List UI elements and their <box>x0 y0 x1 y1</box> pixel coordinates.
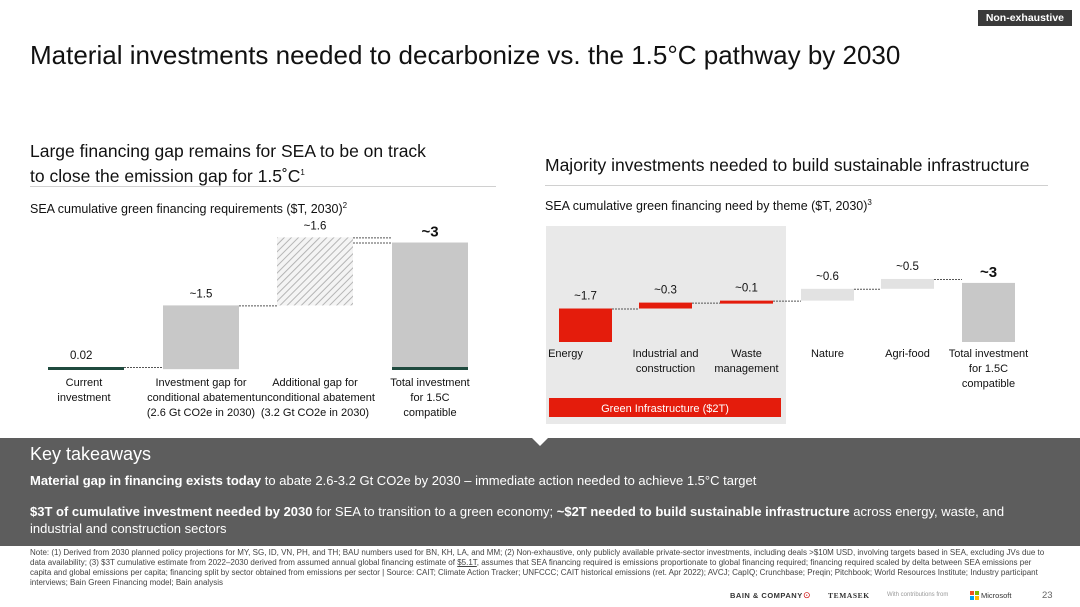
left-category-label-3-2: compatible <box>403 407 456 419</box>
infra-bracket-label: Green Infrastructure ($2T) <box>601 403 729 415</box>
left-category-label-0-1: investment <box>57 392 110 404</box>
right-divider <box>545 185 1048 186</box>
takeaway-1-rest: to abate 2.6-3.2 Gt CO2e by 2030 – immed… <box>261 473 757 488</box>
right-bar-2 <box>720 300 773 304</box>
left-category-label-1-1: conditional abatement <box>147 392 255 404</box>
left-caption-footnote: 2 <box>342 201 348 210</box>
microsoft-logo: Microsoft <box>981 591 1012 600</box>
right-category-label-2-1: management <box>714 363 778 375</box>
left-category-label-3-1: for 1.5C <box>410 392 449 404</box>
right-data-label-0: ~1.7 <box>574 291 597 303</box>
key-takeaways-panel: Key takeaways Material gap in financing … <box>0 438 1080 546</box>
left-category-label-3-0: Total investment <box>390 377 469 389</box>
left-data-label-1: ~1.5 <box>190 288 213 300</box>
right-subtitle: Majority investments needed to build sus… <box>545 155 1030 175</box>
left-subtitle-footnote: 1 <box>300 168 305 177</box>
left-subtitle: Large financing gap remains for SEA to b… <box>30 140 470 187</box>
left-bar-2 <box>277 237 353 306</box>
right-category-label-3-0: Nature <box>811 348 844 360</box>
right-data-label-4: ~0.5 <box>896 261 919 273</box>
left-divider <box>30 186 496 187</box>
left-caption-text: SEA cumulative green financing requireme… <box>30 202 343 217</box>
temasek-logo: TEMASEK <box>828 591 870 600</box>
right-category-label-1-0: Industrial and <box>632 348 698 360</box>
left-data-label-2: ~1.6 <box>304 220 327 232</box>
left-category-label-1-2: (2.6 Gt CO2e in 2030) <box>147 407 255 419</box>
right-data-label-2: ~0.1 <box>735 283 758 295</box>
page-number: 23 <box>1042 590 1053 601</box>
left-bar-1 <box>163 305 239 370</box>
right-category-label-5-2: compatible <box>962 378 1015 390</box>
right-bar-4 <box>881 278 934 289</box>
right-category-label-5-0: Total investment <box>949 348 1028 360</box>
left-category-label-1-0: Investment gap for <box>155 377 246 389</box>
microsoft-icon <box>970 591 979 602</box>
left-bar-3 <box>392 242 468 370</box>
footnote-part2: , assumes that SEA financing required is… <box>30 558 1038 587</box>
bain-mark-icon: ⊙ <box>803 590 811 600</box>
right-bar-0 <box>559 308 612 342</box>
panel-pointer <box>532 438 548 446</box>
left-category-label-2-0: Additional gap for <box>272 377 358 389</box>
contributions-text: With contributions from <box>887 592 949 598</box>
right-bar-1 <box>639 302 692 309</box>
right-bar-5 <box>962 282 1015 342</box>
right-caption-text: SEA cumulative green financing need by t… <box>545 199 868 214</box>
footnote-link[interactable]: $5.1T <box>457 558 477 567</box>
left-category-label-2-2: (3.2 Gt CO2e in 2030) <box>261 407 369 419</box>
right-category-label-4-0: Agri-food <box>885 348 930 360</box>
infra-bracket-bar <box>549 398 781 417</box>
footnote-part1: Note: (1) Derived from 2030 planned poli… <box>30 548 1045 567</box>
takeaway-2: $3T of cumulative investment needed by 2… <box>30 503 1040 537</box>
right-category-label-2-0: Waste <box>731 348 762 360</box>
left-subtitle-line2-text: to close the emission gap for 1.5˚C <box>30 165 301 186</box>
left-subtitle-line1: Large financing gap remains for SEA to b… <box>30 141 426 161</box>
footer: BAIN & COMPANY ⊙ TEMASEK With contributi… <box>730 590 1060 604</box>
takeaway-2-bold-1: $3T of cumulative investment needed by 2… <box>30 504 313 519</box>
takeaway-2-end: across energy, waste, and industrial and… <box>30 504 1005 536</box>
left-subtitle-line2: to close the emission gap for 1.5˚C1 <box>30 162 470 187</box>
bain-logo: BAIN & COMPANY <box>730 591 803 600</box>
takeaway-2-bold-2: ~$2T needed to build sustainable infrast… <box>556 504 850 519</box>
right-category-label-1-1: construction <box>636 363 695 375</box>
left-data-label-3: ~3 <box>421 224 438 241</box>
left-chart-caption: SEA cumulative green financing requireme… <box>30 201 347 216</box>
right-data-label-3: ~0.6 <box>816 271 839 283</box>
takeaway-1: Material gap in financing exists today t… <box>30 473 1040 488</box>
right-category-label-0-0: Energy <box>548 348 583 360</box>
non-exhaustive-badge: Non-exhaustive <box>977 10 1072 26</box>
left-data-label-0: 0.02 <box>70 350 92 362</box>
takeaways-heading: Key takeaways <box>30 444 152 464</box>
footnote: Note: (1) Derived from 2030 planned poli… <box>30 548 1048 588</box>
right-bar-3 <box>801 288 854 301</box>
page-title: Material investments needed to decarboni… <box>30 40 901 70</box>
left-bar-total-base <box>392 367 468 370</box>
left-bar-0 <box>48 367 124 370</box>
takeaway-2-mid: for SEA to transition to a green economy… <box>312 504 557 519</box>
right-data-label-5: ~3 <box>980 264 997 281</box>
right-data-label-1: ~0.3 <box>654 285 677 297</box>
right-caption-footnote: 3 <box>867 198 872 207</box>
left-waterfall-chart: 0.02 Current investment ~1.5 Investment gap … <box>48 220 470 419</box>
left-category-label-0-0: Current <box>66 377 103 389</box>
right-chart-caption: SEA cumulative green financing need by t… <box>545 198 872 213</box>
right-category-label-5-1: for 1.5C <box>969 363 1008 375</box>
takeaway-1-bold: Material gap in financing exists today <box>30 473 262 488</box>
right-waterfall-chart: ~1.7 Energy ~0.3 Industrial and construction… <box>546 226 1028 424</box>
left-category-label-2-1: unconditional abatement <box>255 392 375 404</box>
